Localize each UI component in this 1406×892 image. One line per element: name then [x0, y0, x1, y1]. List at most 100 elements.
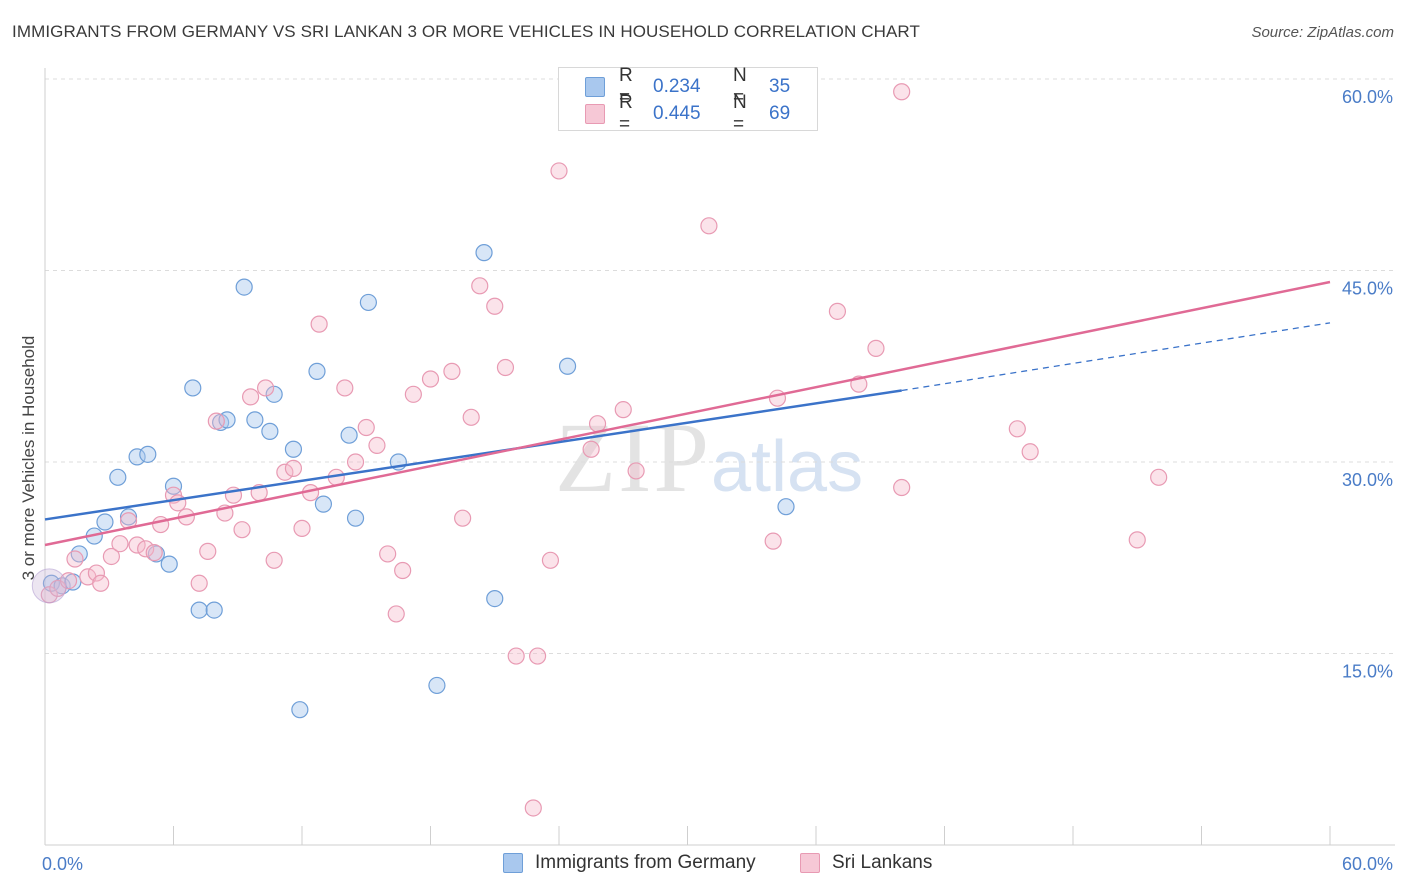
point-sri-lankan [614, 401, 632, 419]
point-sri-lankan [379, 545, 397, 563]
x-tick-label: 60.0% [1342, 854, 1393, 874]
y-axis-label: 3 or more Vehicles in Household [19, 336, 38, 581]
stats-legend: R = 0.234 N = 35 R = 0.445 N = 69 [558, 65, 818, 135]
point-germany [284, 440, 303, 458]
point-sri-lankan [346, 453, 365, 471]
point-sri-lankan [893, 478, 911, 497]
point-sri-lankan [867, 339, 885, 357]
point-sri-lankan [233, 521, 251, 539]
point-sri-lankan [310, 315, 328, 333]
point-sri-lankan [111, 535, 129, 553]
legend-r-value: 0.445 [653, 103, 701, 124]
point-sri-lankan [700, 217, 718, 235]
x-tick-labels: 0.0% 60.0% [42, 854, 1393, 874]
axes [44, 68, 1395, 846]
point-sri-lankan [443, 362, 461, 380]
y-tick-label: 60.0% [1342, 87, 1393, 107]
watermark: ZIPatlas [555, 400, 863, 515]
point-sri-lankan [66, 550, 84, 568]
y-tick-label: 45.0% [1342, 279, 1393, 299]
point-germany [777, 498, 795, 516]
legend-swatch-sri-lankans [800, 853, 820, 873]
chart-title: IMMIGRANTS FROM GERMANY VS SRI LANKAN 3 … [12, 22, 920, 41]
legend-swatch-germany [585, 77, 605, 97]
point-germany [291, 701, 309, 719]
point-sri-lankan [92, 574, 110, 592]
point-sri-lankan [768, 389, 787, 407]
point-sri-lankan [893, 83, 911, 101]
point-germany [119, 508, 138, 526]
point-germany [128, 448, 146, 466]
legend-n-value: 69 [769, 103, 791, 124]
legend-label-sri-lankans: Sri Lankans [832, 852, 933, 873]
legend-n-label: N = [733, 92, 747, 135]
point-germany [558, 357, 577, 375]
point-germany [109, 468, 127, 486]
legend-swatch-sri-lankans [585, 104, 605, 124]
point-sri-lankan [550, 162, 568, 180]
point-germany [340, 426, 358, 444]
point-sri-lankan [828, 302, 847, 320]
point-germany [314, 495, 333, 513]
point-germany [96, 513, 114, 531]
point-sri-lankan [102, 547, 120, 566]
point-sri-lankan [454, 509, 472, 527]
trend-lines [44, 280, 1331, 547]
point-germany [265, 385, 283, 403]
point-sri-lankan [265, 551, 283, 569]
point-sri-lankan [404, 385, 422, 403]
point-sri-lankan [276, 463, 294, 481]
series-legend: Immigrants from Germany Sri Lankans [0, 852, 1406, 878]
point-germany [346, 509, 365, 527]
y-tick-label: 15.0% [1342, 662, 1393, 682]
point-sri-lankan [524, 799, 542, 817]
point-sri-lankan [284, 459, 303, 477]
point-sri-lankan [471, 277, 489, 295]
source-attribution: Source: ZipAtlas.com [1251, 24, 1394, 41]
point-sri-lankan [336, 379, 354, 397]
point-sri-lankan [528, 647, 547, 665]
legend-n-value: 35 [769, 76, 791, 97]
legend-item-sri-lankans[interactable]: Sri Lankans [800, 852, 932, 874]
point-sri-lankan [588, 415, 607, 433]
point-germany [164, 477, 183, 495]
point-sri-lankan [293, 519, 311, 537]
point-sri-lankan [190, 574, 208, 592]
point-germany [261, 422, 279, 440]
point-germany [308, 362, 326, 380]
point-germany [205, 601, 223, 619]
point-sri-lankan [394, 561, 412, 580]
watermark-atlas: atlas [711, 427, 864, 507]
point-sri-lankan [764, 532, 782, 550]
point-sri-lankan [462, 408, 480, 426]
point-cluster [31, 568, 67, 604]
point-germany [475, 244, 493, 262]
point-sri-lankan [137, 540, 155, 558]
watermark-zip: ZIP [555, 402, 711, 513]
gridlines [45, 78, 1395, 654]
point-sri-lankan [87, 564, 106, 582]
trend-line-sri-lankans [44, 280, 1331, 547]
trend-line-germany [44, 389, 902, 521]
point-sri-lankan [627, 462, 645, 480]
point-germany [428, 676, 446, 695]
point-sri-lankan [128, 536, 146, 554]
legend-r-label: R = [619, 92, 633, 135]
point-sri-lankan [357, 418, 375, 437]
point-germany [359, 293, 377, 312]
point-germany [139, 445, 157, 463]
point-sri-lankan [256, 379, 275, 397]
point-sri-lankan [199, 542, 217, 560]
point-germany [160, 555, 178, 573]
legend-swatch-germany [503, 853, 523, 873]
point-sri-lankan [507, 647, 525, 665]
legend-n-label: N = [733, 65, 747, 108]
point-sri-lankan [1008, 420, 1026, 438]
point-sri-lankan [486, 297, 504, 315]
point-sri-lankan [496, 358, 515, 377]
legend-item-germany[interactable]: Immigrants from Germany [503, 852, 756, 874]
point-germany [486, 590, 504, 608]
point-sri-lankan [1128, 531, 1146, 549]
legend-r-label: R = [619, 65, 633, 108]
point-sri-lankan [169, 494, 187, 512]
